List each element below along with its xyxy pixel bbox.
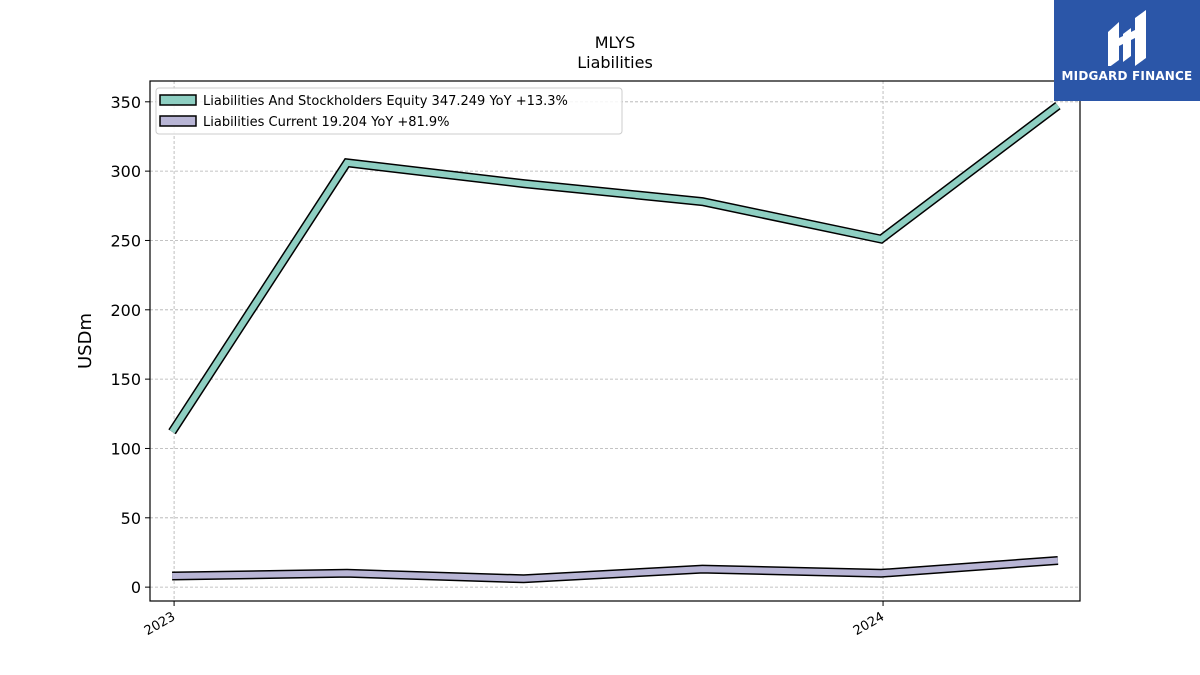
midgard-logo-icon — [1108, 10, 1146, 66]
y-tick-label: 300 — [110, 162, 141, 181]
series-line-fill — [172, 557, 1059, 582]
series-line-outline — [168, 102, 1061, 435]
legend-entry-label: Liabilities Current 19.204 YoY +81.9% — [203, 115, 450, 130]
y-tick-label: 50 — [121, 509, 141, 528]
series-line-fill — [169, 103, 1060, 434]
grid-layer — [150, 81, 1080, 601]
chart-subtitle: Liabilities — [577, 53, 653, 72]
y-tick-label: 100 — [110, 439, 141, 458]
y-tick-label: 250 — [110, 231, 141, 250]
legend-swatch — [159, 115, 197, 127]
y-tick-label: 150 — [110, 370, 141, 389]
series-line-2 — [172, 556, 1059, 584]
y-tick-label: 0 — [131, 578, 141, 597]
x-tick-label: 2023 — [142, 609, 178, 639]
y-axis: 0 50 100 150 200 250 300 350 — [110, 93, 150, 597]
midgard-finance-logo: MIDGARD FINANCE — [1054, 0, 1200, 101]
chart-title: MLYS — [595, 33, 636, 52]
y-axis-label: USDm — [75, 313, 96, 369]
legend: Liabilities And Stockholders Equity 347.… — [155, 87, 623, 135]
logo-text: MIDGARD FINANCE — [1061, 69, 1193, 83]
y-tick-label: 350 — [110, 93, 141, 112]
legend-swatch — [159, 94, 197, 106]
x-tick-label: 2024 — [851, 609, 887, 639]
series-line-1 — [168, 102, 1061, 435]
plot-frame — [149, 80, 1081, 602]
y-tick-label: 200 — [110, 301, 141, 320]
legend-frame — [155, 87, 623, 135]
x-axis: 2023 2024 — [142, 601, 887, 639]
legend-entry-label: Liabilities And Stockholders Equity 347.… — [203, 94, 568, 109]
series-layer — [168, 102, 1061, 584]
